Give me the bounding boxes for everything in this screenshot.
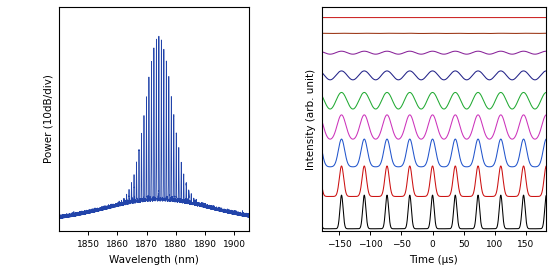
Y-axis label: Intensity (arb. unit): Intensity (arb. unit)	[306, 68, 316, 170]
X-axis label: Time (μs): Time (μs)	[409, 255, 458, 265]
Y-axis label: Power (10dB/div): Power (10dB/div)	[43, 74, 53, 164]
X-axis label: Wavelength (nm): Wavelength (nm)	[109, 255, 199, 265]
